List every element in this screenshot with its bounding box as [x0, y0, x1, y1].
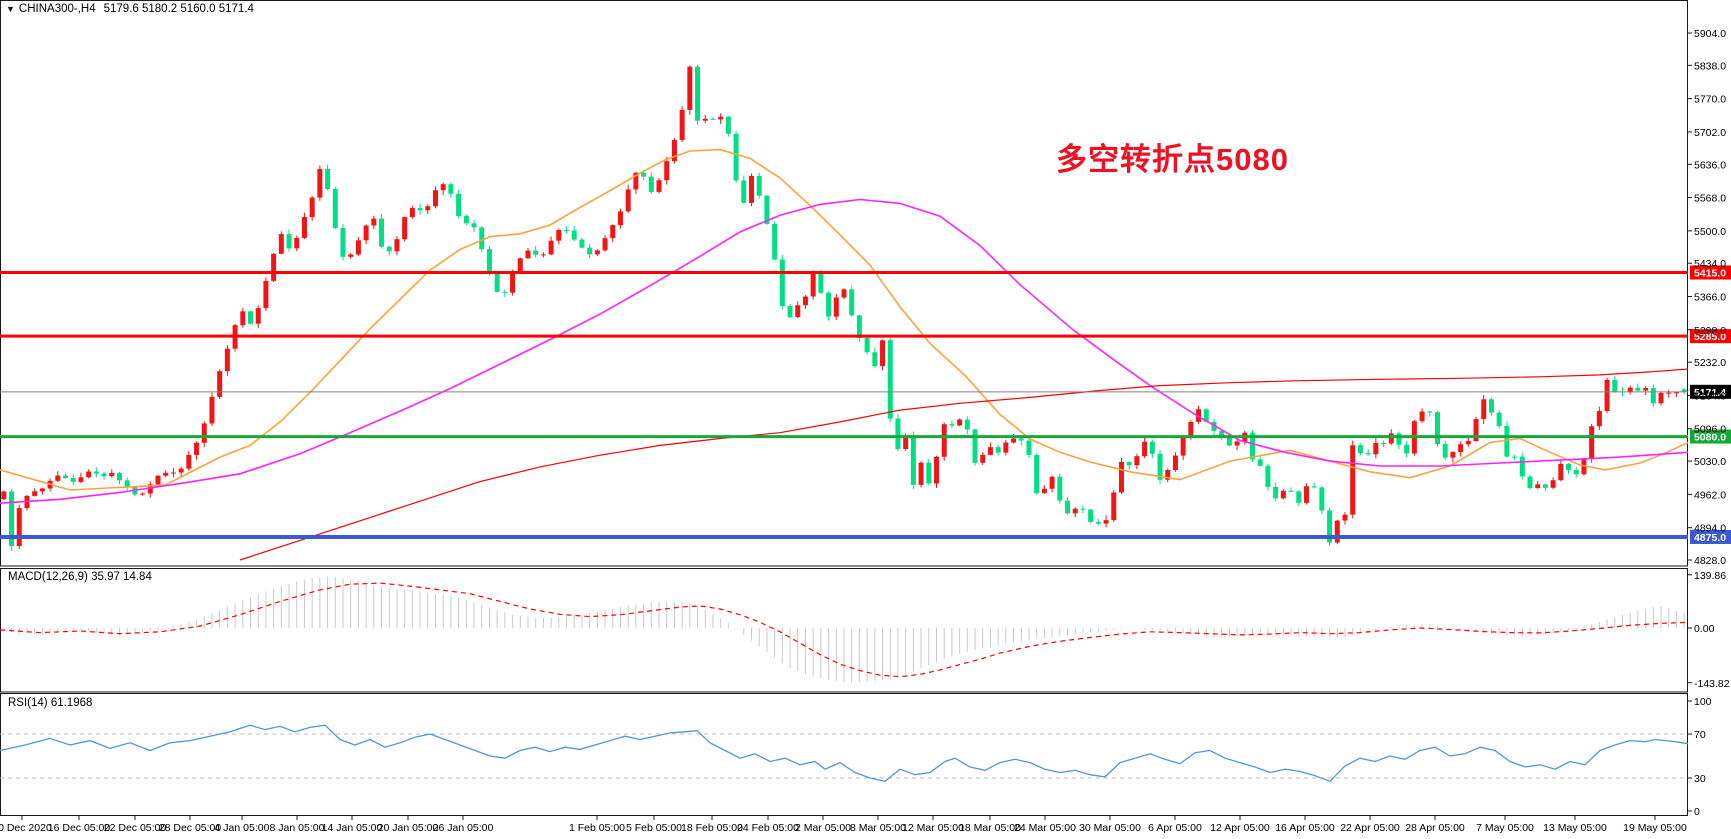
- price-badge-5415.0: [1690, 265, 1731, 280]
- collapse-arrow-icon[interactable]: ▼: [6, 4, 15, 14]
- svg-text:8 Mar 05:00: 8 Mar 05:00: [850, 822, 906, 834]
- svg-text:26 Jan 05:00: 26 Jan 05:00: [433, 822, 494, 834]
- current-price-line: 5171.4: [0, 384, 1731, 399]
- svg-text:22 Apr 05:00: 22 Apr 05:00: [1340, 822, 1400, 834]
- svg-text:5366.0: 5366.0: [1694, 292, 1726, 304]
- svg-text:5770.0: 5770.0: [1694, 94, 1726, 106]
- svg-text:-143.82: -143.82: [1694, 678, 1730, 690]
- symbol-bar: ▼ CHINA300-,H4 5179.6 5180.2 5160.0 5171.4: [6, 3, 254, 15]
- annotation-text[interactable]: 多空转折点5080: [1056, 142, 1289, 177]
- svg-text:4894.0: 4894.0: [1694, 523, 1726, 535]
- candles-layer: [1, 64, 1687, 551]
- macd-axis[interactable]: 139.86 0.00 -143.82: [1688, 570, 1730, 690]
- svg-text:0.00: 0.00: [1694, 623, 1715, 635]
- ma-mid-magenta: [0, 198, 1689, 504]
- svg-text:10 Dec 2020: 10 Dec 2020: [0, 822, 52, 834]
- svg-text:16 Dec 05:00: 16 Dec 05:00: [48, 822, 111, 834]
- svg-text:5904.0: 5904.0: [1694, 28, 1726, 40]
- svg-text:4962.0: 4962.0: [1694, 489, 1726, 501]
- svg-text:6 Apr 05:00: 6 Apr 05:00: [1148, 822, 1202, 834]
- pane-frames: [0, 0, 1688, 816]
- svg-text:70: 70: [1694, 729, 1706, 741]
- svg-text:24 Mar 05:00: 24 Mar 05:00: [1014, 822, 1076, 834]
- svg-text:5030.0: 5030.0: [1694, 456, 1726, 468]
- svg-text:5838.0: 5838.0: [1694, 60, 1726, 72]
- svg-text:4875.0: 4875.0: [1694, 532, 1726, 544]
- svg-text:5164.0: 5164.0: [1694, 390, 1726, 402]
- svg-text:13 May 05:00: 13 May 05:00: [1543, 822, 1607, 834]
- hline-5415.0[interactable]: 5415.0: [0, 265, 1731, 280]
- svg-text:24 Feb 05:00: 24 Feb 05:00: [737, 822, 799, 834]
- svg-text:18 Mar 05:00: 18 Mar 05:00: [959, 822, 1021, 834]
- svg-text:5096.0: 5096.0: [1694, 424, 1726, 436]
- hline-5285.0[interactable]: 5285.0: [0, 329, 1731, 344]
- svg-text:30: 30: [1694, 773, 1706, 785]
- price-badge-5080.0: [1690, 429, 1731, 444]
- svg-text:5232.0: 5232.0: [1694, 357, 1726, 369]
- svg-text:5434.0: 5434.0: [1694, 258, 1726, 270]
- macd-indicator-label: MACD(12,26,9) 35.97 14.84: [8, 571, 152, 583]
- svg-text:2 Mar 05:00: 2 Mar 05:00: [795, 822, 851, 834]
- rsi-line: [0, 724, 1689, 783]
- price-axis[interactable]: 5904.0 5838.0 5770.0 5702.0 5636.0 5568.0 5500…: [1688, 28, 1726, 567]
- svg-text:22 Dec 05:00: 22 Dec 05:00: [104, 822, 167, 834]
- price-badge-5285.0: [1690, 329, 1731, 344]
- svg-text:20 Jan 05:00: 20 Jan 05:00: [378, 822, 439, 834]
- svg-text:5415.0: 5415.0: [1694, 268, 1726, 280]
- svg-text:5080.0: 5080.0: [1694, 432, 1726, 444]
- svg-text:28 Dec 05:00: 28 Dec 05:00: [159, 822, 222, 834]
- rsi-axis[interactable]: 100 70 30 0: [1688, 696, 1712, 818]
- svg-text:1 Feb 05:00: 1 Feb 05:00: [569, 822, 625, 834]
- svg-text:5171.4: 5171.4: [1694, 387, 1726, 399]
- macd-pane: [0, 576, 1689, 683]
- rsi-indicator-label: RSI(14) 61.1968: [8, 697, 93, 709]
- svg-text:19 May 05:00: 19 May 05:00: [1623, 822, 1687, 834]
- svg-text:8 Jan 05:00: 8 Jan 05:00: [270, 822, 325, 834]
- symbol-name: CHINA300-,H4: [18, 3, 96, 15]
- macd-signal-line: [0, 582, 1689, 678]
- rsi-pane: [0, 724, 1689, 783]
- svg-text:12 Mar 05:00: 12 Mar 05:00: [902, 822, 964, 834]
- svg-text:5636.0: 5636.0: [1694, 159, 1726, 171]
- hline-4875.0[interactable]: 4875.0: [0, 529, 1731, 544]
- svg-text:5285.0: 5285.0: [1694, 331, 1726, 343]
- svg-text:16 Apr 05:00: 16 Apr 05:00: [1275, 822, 1335, 834]
- svg-text:100: 100: [1694, 696, 1712, 708]
- svg-text:30 Mar 05:00: 30 Mar 05:00: [1079, 822, 1141, 834]
- svg-text:4828.0: 4828.0: [1694, 555, 1726, 567]
- price-badge-4875.0: [1690, 529, 1731, 544]
- svg-text:18 Feb 05:00: 18 Feb 05:00: [681, 822, 743, 834]
- svg-text:139.86: 139.86: [1694, 570, 1726, 582]
- svg-text:28 Apr 05:00: 28 Apr 05:00: [1405, 822, 1465, 834]
- current-price-badge: [1690, 384, 1731, 399]
- svg-text:14 Jan 05:00: 14 Jan 05:00: [322, 822, 383, 834]
- svg-text:5298.0: 5298.0: [1694, 325, 1726, 337]
- svg-text:5702.0: 5702.0: [1694, 127, 1726, 139]
- svg-text:0: 0: [1694, 806, 1700, 818]
- ma-slow-red: [239, 368, 1689, 561]
- hline-5080.0[interactable]: 5080.0: [0, 429, 1731, 444]
- svg-text:7 May 05:00: 7 May 05:00: [1476, 822, 1534, 834]
- svg-text:4 Jan 05:00: 4 Jan 05:00: [215, 822, 270, 834]
- svg-text:5500.0: 5500.0: [1694, 226, 1726, 238]
- svg-text:5 Feb 05:00: 5 Feb 05:00: [626, 822, 682, 834]
- symbol-ohlc-quote: 5179.6 5180.2 5160.0 5171.4: [103, 3, 254, 15]
- svg-text:12 Apr 05:00: 12 Apr 05:00: [1210, 822, 1270, 834]
- svg-text:5568.0: 5568.0: [1694, 193, 1726, 205]
